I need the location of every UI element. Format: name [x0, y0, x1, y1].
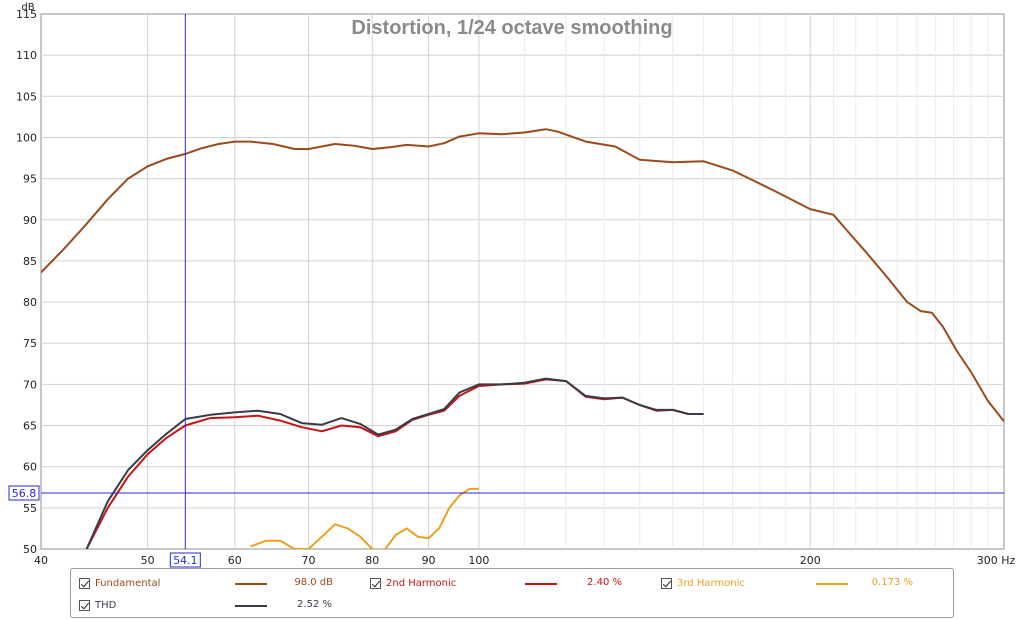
checkbox-icon[interactable] — [79, 599, 90, 611]
x-tick-label: 100 — [468, 554, 489, 567]
x-tick-label: 90 — [422, 554, 436, 567]
x-tick-label: 70 — [301, 554, 315, 567]
cursor-y-box — [8, 485, 40, 501]
y-tick-label: 65 — [23, 420, 37, 433]
y-tick-label: 55 — [23, 502, 37, 515]
y-tick-label: 115 — [16, 8, 37, 21]
legend-value-2nd-harmonic: 2.40 % — [587, 577, 622, 588]
legend-item-fundamental[interactable]: Fundamental — [79, 575, 160, 591]
y-tick-label: 100 — [16, 131, 37, 144]
cursor-y-readout: 56.8 — [12, 487, 37, 500]
y-tick-label: 110 — [16, 49, 37, 62]
y-tick-label: 70 — [23, 378, 37, 391]
legend-value-fundamental: 98.0 dB — [294, 577, 333, 588]
cursor-x-box — [169, 552, 201, 568]
legend-item-3rd-harmonic[interactable]: 3rd Harmonic — [661, 575, 745, 591]
y-tick-label: 80 — [23, 296, 37, 309]
legend-swatch-3rd-harmonic — [816, 583, 848, 585]
series-layer — [41, 128, 1004, 549]
legend-item-thd[interactable]: THD — [79, 597, 116, 613]
checkbox-icon[interactable] — [661, 577, 672, 589]
legend-value-thd: 2.52 % — [297, 599, 332, 610]
legend-swatch-fundamental — [235, 583, 267, 585]
x-tick-label: 50 — [141, 554, 155, 567]
legend-label-thd: THD — [95, 599, 117, 611]
chart-title: Distortion, 1/24 octave smoothing — [351, 17, 672, 39]
cursor[interactable]: 54.1 56.8 — [8, 14, 1004, 568]
legend-value-3rd-harmonic: 0.173 % — [871, 577, 913, 588]
y-tick-label: 60 — [23, 461, 37, 474]
y-tick-label: 85 — [23, 255, 37, 268]
checkbox-icon[interactable] — [370, 577, 381, 589]
x-tick-label: 60 — [228, 554, 242, 567]
legend-swatch-2nd-harmonic — [525, 583, 557, 585]
legend-swatch-thd — [235, 605, 267, 607]
plot-area — [40, 13, 1005, 550]
legend-label-fundamental: Fundamental — [95, 577, 161, 589]
checkbox-icon[interactable] — [79, 577, 90, 589]
y-tick-label: 105 — [16, 90, 37, 103]
x-tick-label: 300 Hz — [977, 554, 1016, 567]
legend: Fundamental 98.0 dB 2nd Harmonic 2.40 % … — [70, 568, 954, 618]
legend-item-2nd-harmonic[interactable]: 2nd Harmonic — [370, 575, 456, 591]
x-tick-label: 80 — [365, 554, 379, 567]
legend-label-2nd-harmonic: 2nd Harmonic — [386, 577, 457, 589]
x-tick-label: 40 — [34, 554, 48, 567]
cursor-x-readout: 54.1 — [173, 554, 198, 567]
y-axis-label: dB — [21, 2, 34, 13]
y-tick-label: 75 — [23, 337, 37, 350]
y-tick-label: 90 — [23, 214, 37, 227]
y-tick-label: 50 — [23, 543, 37, 556]
x-tick-label: 200 — [800, 554, 821, 567]
y-tick-label: 95 — [23, 173, 37, 186]
legend-label-3rd-harmonic: 3rd Harmonic — [677, 577, 745, 589]
grid-lines — [41, 14, 1004, 549]
series-line-fundamental — [41, 128, 1004, 423]
series-line-3rd-harmonic — [250, 487, 479, 549]
series-line-thd — [85, 377, 704, 549]
